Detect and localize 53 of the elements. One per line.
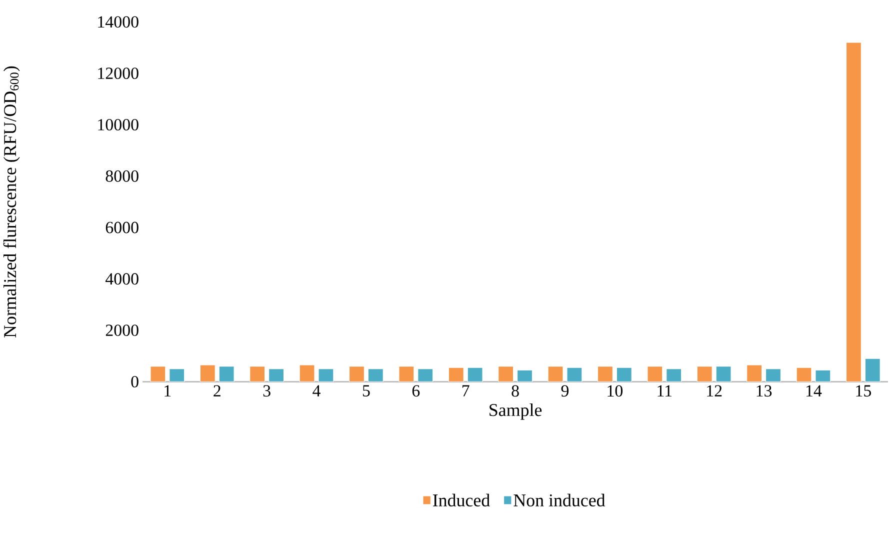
- y-tick-label: 6000: [106, 222, 138, 234]
- bar: [517, 370, 532, 382]
- y-axis-title: Normalized flurescence (RFU/OD$_{600}$): [3, 66, 20, 338]
- bar: [597, 366, 613, 382]
- y-tick-label: 12000: [98, 68, 138, 79]
- bar: [846, 42, 862, 382]
- bar: [368, 368, 384, 382]
- bar: [299, 364, 315, 382]
- y-tick-label: 2000: [106, 324, 138, 336]
- y-tick-label: 8000: [106, 170, 138, 182]
- y-tick-label: 10000: [98, 118, 138, 130]
- x-tick-label: 12: [707, 385, 722, 396]
- bar: [398, 366, 414, 382]
- bar: [318, 368, 334, 382]
- bar: [268, 368, 284, 382]
- bar: [616, 367, 632, 382]
- x-tick-label: 2: [214, 385, 220, 396]
- bar: [150, 366, 166, 382]
- bar: [666, 368, 682, 382]
- bar: [218, 366, 234, 382]
- bar: [448, 367, 464, 382]
- bar: [348, 366, 365, 382]
- bar: [746, 364, 762, 382]
- bar: [766, 368, 781, 382]
- x-tick-label: 5: [362, 385, 370, 396]
- bar: [418, 368, 433, 382]
- bar: [548, 366, 564, 382]
- x-tick-label: 7: [462, 385, 470, 396]
- x-tick-label: 9: [561, 385, 569, 397]
- bar: [250, 366, 266, 382]
- bar: [169, 368, 184, 382]
- x-tick-label: 11: [658, 385, 672, 396]
- x-tick-label: 15: [856, 385, 871, 397]
- x-tick-label: 1: [164, 385, 171, 396]
- x-tick-label: 10: [608, 385, 623, 397]
- bar: [200, 364, 216, 382]
- bar: [647, 366, 663, 382]
- bar: [696, 366, 712, 382]
- x-tick-label: 13: [756, 385, 772, 397]
- y-tick-label: 14000: [98, 16, 138, 28]
- bar: [498, 366, 514, 382]
- x-tick-label: 6: [412, 385, 420, 397]
- x-axis-title: Sample: [490, 403, 542, 420]
- x-tick-label: 4: [312, 385, 320, 396]
- y-tick-label: 4000: [105, 273, 138, 285]
- legend-label: Non induced: [514, 494, 606, 506]
- y-tick-label: 0: [131, 376, 138, 388]
- bar: [716, 366, 732, 382]
- x-tick-label: 3: [263, 385, 270, 397]
- legend-label: Induced: [432, 494, 490, 506]
- bar: [864, 358, 880, 382]
- x-tick-label: 14: [806, 385, 822, 396]
- x-tick-label: 8: [512, 385, 519, 397]
